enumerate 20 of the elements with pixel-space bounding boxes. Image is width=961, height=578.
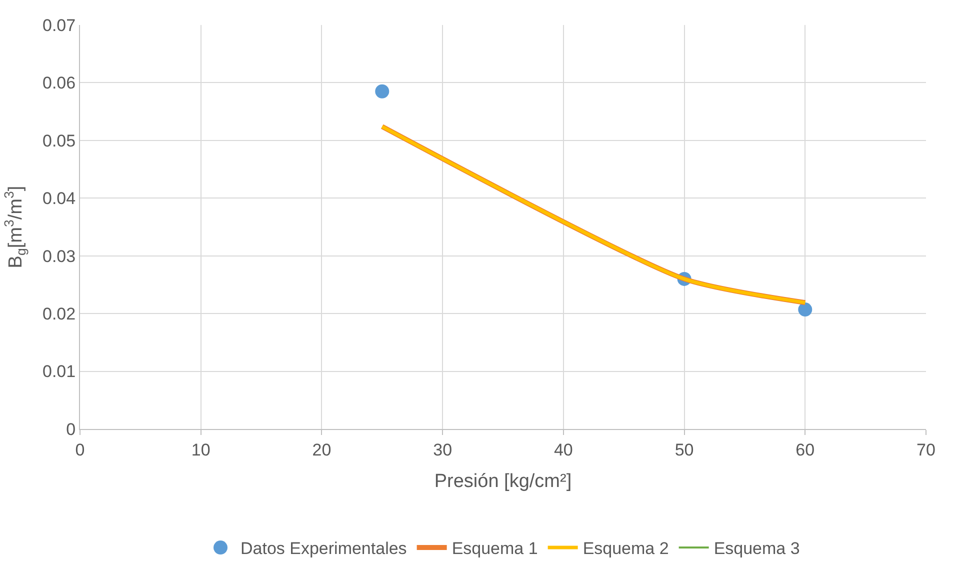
x-tick-label: 10 [191,440,210,460]
y-tick-label: 0.04 [42,189,76,208]
y-tick-label: 0.07 [42,16,76,35]
x-tick-label: 70 [916,440,936,460]
x-tick-label: 60 [796,440,815,460]
legend-label: Esquema 1 [452,539,538,558]
y-tick-label: 0.01 [42,362,76,382]
y-tick-label: 0.03 [42,246,76,266]
x-axis-title: Presión [kg/cm²] [434,471,572,492]
y-tick-label: 0.02 [42,304,76,324]
x-tick-label: 20 [312,440,332,460]
legend-label: Esquema 2 [582,539,669,558]
x-tick-label: 30 [433,440,452,460]
legend-label: Esquema 3 [714,539,800,558]
legend-label: Datos Experimentales [240,539,407,558]
x-tick-label: 40 [554,440,573,460]
x-tick-label: 50 [674,440,694,460]
y-tick-label: 0 [66,420,76,439]
y-tick-label: 0.06 [42,74,76,93]
y-tick-label: 0.05 [42,131,76,150]
